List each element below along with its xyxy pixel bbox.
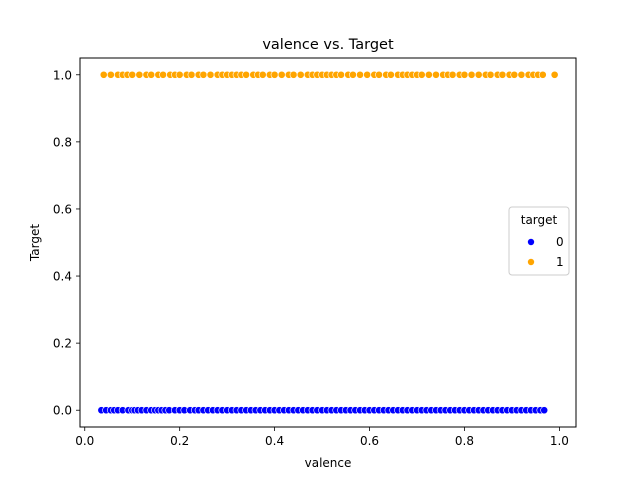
point-series-1-6 — [135, 70, 144, 79]
point-series-1-34 — [296, 70, 305, 79]
point-series-1-67 — [486, 70, 495, 79]
point-series-1-30 — [270, 70, 279, 79]
point-series-1-71 — [510, 70, 519, 79]
point-series-1-33 — [289, 70, 298, 79]
y-tick-label: 0.6 — [53, 202, 72, 216]
point-series-1-69 — [498, 70, 507, 79]
point-series-1-28 — [258, 70, 267, 79]
y-axis: 0.0 0.2 0.4 0.6 0.8 1.0 — [53, 68, 80, 418]
legend-label-0: 0 — [556, 235, 564, 249]
x-tick-label: 0.2 — [170, 434, 189, 448]
point-series-1-1 — [106, 70, 115, 79]
point-series-1-58 — [432, 70, 440, 79]
point-series-1-56 — [417, 70, 426, 79]
point-series-1-0 — [99, 70, 108, 79]
point-series-1-46 — [363, 70, 372, 79]
point-series-1-65 — [474, 70, 483, 79]
point-series-1-15 — [187, 70, 196, 79]
point-series-1-48 — [375, 70, 383, 79]
x-tick-label: 0.4 — [265, 434, 284, 448]
point-series-0-96 — [540, 406, 549, 415]
point-series-1-10 — [159, 70, 167, 79]
point-series-1-61 — [448, 70, 457, 79]
legend-marker-1 — [527, 258, 535, 266]
point-series-1-72 — [517, 70, 526, 79]
point-series-1-17 — [199, 70, 208, 79]
x-axis: 0.0 0.2 0.4 0.6 0.8 1.0 — [75, 427, 569, 448]
y-tick-label: 0.2 — [53, 337, 72, 351]
legend-title: target — [521, 213, 558, 227]
point-series-1-44 — [349, 70, 357, 79]
point-series-1-64 — [467, 70, 476, 79]
y-tick-label: 1.0 — [53, 68, 72, 82]
point-series-1-8 — [147, 70, 156, 79]
legend-box — [508, 206, 570, 276]
legend: target 0 1 — [508, 206, 570, 276]
points-layer — [97, 70, 559, 415]
legend-label-1: 1 — [556, 255, 564, 269]
point-series-1-77 — [550, 70, 559, 79]
x-tick-label: 0.0 — [75, 434, 94, 448]
y-tick-label: 0.4 — [53, 270, 72, 284]
y-tick-label: 0.8 — [53, 135, 72, 149]
point-series-1-13 — [175, 70, 184, 79]
x-tick-label: 1.0 — [550, 434, 569, 448]
point-series-1-45 — [356, 70, 364, 79]
point-series-1-50 — [386, 70, 395, 79]
x-axis-label: valence — [305, 456, 352, 470]
point-series-1-63 — [460, 70, 469, 79]
y-axis-label: Target — [28, 224, 42, 262]
point-series-1-18 — [206, 70, 215, 79]
plot-frame — [79, 57, 577, 428]
plot-background — [80, 58, 576, 427]
point-series-1-57 — [424, 70, 433, 79]
point-series-1-76 — [538, 70, 547, 79]
point-series-1-5 — [128, 70, 137, 79]
chart-title: valence vs. Target — [262, 37, 394, 53]
point-series-1-25 — [242, 70, 251, 79]
legend-marker-0 — [527, 238, 535, 246]
plot-area — [79, 57, 577, 428]
x-tick-label: 0.6 — [360, 434, 379, 448]
x-tick-label: 0.8 — [455, 434, 474, 448]
point-series-1-42 — [337, 70, 345, 79]
y-tick-label: 0.0 — [53, 404, 72, 418]
point-series-1-31 — [277, 70, 286, 79]
